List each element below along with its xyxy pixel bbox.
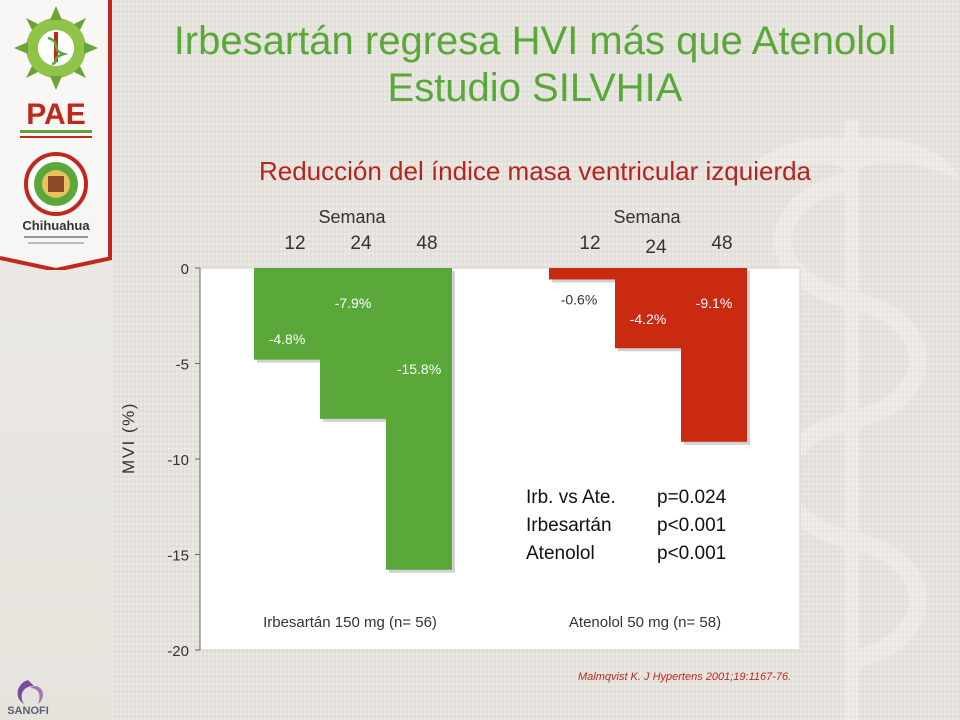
category-label: 24 bbox=[350, 233, 372, 254]
bar bbox=[386, 268, 452, 570]
bar-value-label: -4.2% bbox=[630, 311, 667, 327]
category-label: 48 bbox=[711, 233, 732, 254]
slide-subtitle: Reducción del índice masa ventricular iz… bbox=[258, 156, 812, 186]
bar-value-label: -15.8% bbox=[397, 361, 441, 377]
group-label: Atenolol 50 mg (n= 58) bbox=[569, 614, 721, 631]
chihuahua-seal-text: Chihuahua bbox=[22, 218, 90, 233]
y-axis-label: MVI (%) bbox=[119, 402, 138, 474]
stat-row: Irbesartán p<0.001 bbox=[526, 512, 726, 540]
stat-value: p<0.001 bbox=[657, 515, 727, 536]
stat-value: p=0.024 bbox=[657, 487, 727, 508]
bar-value-label: -7.9% bbox=[335, 295, 372, 311]
slide-title: Irbesartán regresa HVI más que Atenolol … bbox=[173, 19, 897, 110]
sidebar: PAE Chihuahua SANOFI bbox=[0, 0, 112, 720]
category-label: 12 bbox=[579, 233, 600, 254]
bar bbox=[549, 268, 615, 280]
y-tick-label: 0 bbox=[181, 261, 189, 278]
bar bbox=[254, 268, 320, 360]
stat-row: Atenolol p<0.001 bbox=[526, 540, 726, 568]
bar bbox=[320, 268, 386, 419]
pae-logo-text: PAE bbox=[26, 98, 85, 131]
sanofi-logo: SANOFI bbox=[8, 680, 49, 716]
red-banner-ribbon bbox=[0, 0, 112, 270]
chihuahua-seal: Chihuahua bbox=[22, 152, 90, 244]
week-header: Semana bbox=[613, 207, 681, 227]
bar bbox=[615, 268, 681, 349]
category-label: 48 bbox=[416, 233, 437, 254]
category-label: 24 bbox=[645, 237, 667, 258]
stat-label: Irb. vs Ate. bbox=[526, 487, 616, 508]
bar bbox=[681, 268, 747, 442]
bar-value-label: -9.1% bbox=[696, 295, 733, 311]
stat-row: Irb. vs Ate. p=0.024 bbox=[526, 484, 726, 512]
group-label: Irbesartán 150 mg (n= 56) bbox=[263, 614, 437, 631]
bar-value-label: -4.8% bbox=[269, 331, 306, 347]
y-tick-label: -5 bbox=[176, 357, 189, 374]
citation: Malmqvist K. J Hypertens 2001;19:1167-76… bbox=[578, 671, 792, 683]
week-header: Semana bbox=[318, 207, 386, 227]
stat-label: Irbesartán bbox=[526, 515, 612, 536]
pae-logo: PAE bbox=[14, 6, 98, 138]
category-label: 12 bbox=[284, 233, 305, 254]
y-tick-label: -20 bbox=[167, 643, 189, 660]
caduceus-watermark bbox=[740, 120, 960, 720]
stat-label: Atenolol bbox=[526, 543, 595, 564]
bar-value-label: -0.6% bbox=[561, 291, 598, 307]
sanofi-logo-text: SANOFI bbox=[8, 705, 49, 716]
statistics-box: Irb. vs Ate. p=0.024 Irbesartán p<0.001 … bbox=[526, 484, 726, 568]
stat-value: p<0.001 bbox=[657, 543, 727, 564]
y-tick-label: -10 bbox=[167, 452, 189, 469]
y-tick-label: -15 bbox=[167, 548, 189, 565]
